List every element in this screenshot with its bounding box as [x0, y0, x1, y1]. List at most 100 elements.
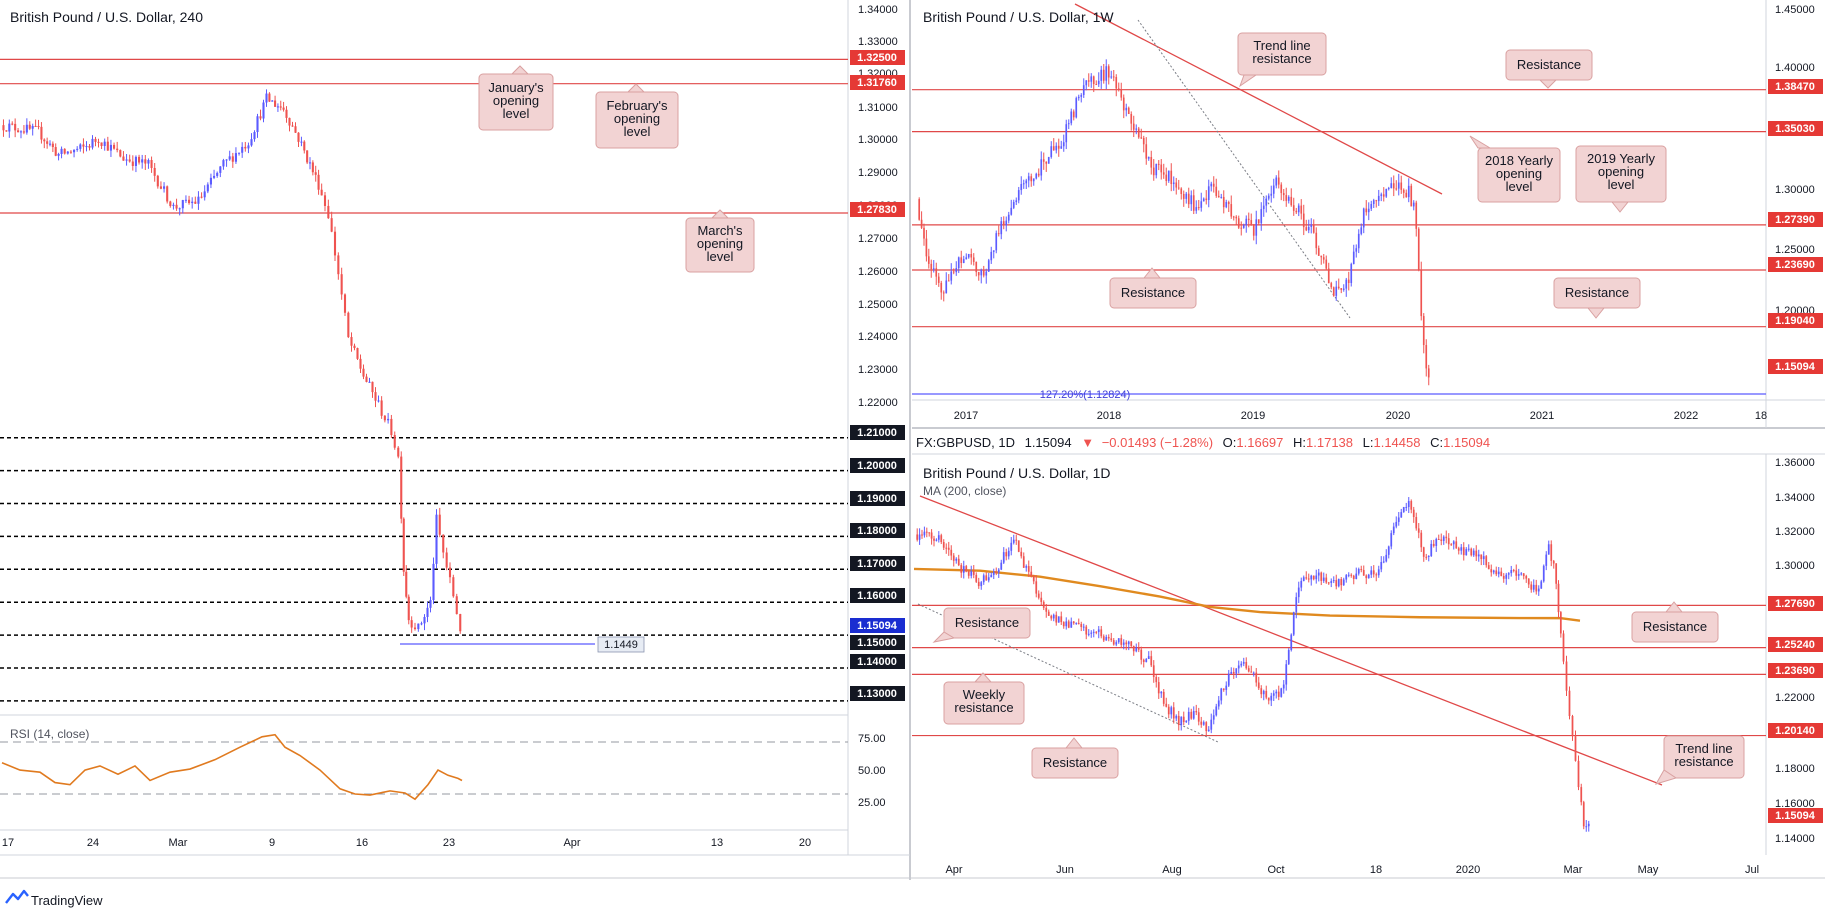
daily-candle: [1432, 543, 1435, 546]
daily-candles: [916, 497, 1590, 832]
daily-candle: [1365, 575, 1368, 579]
weekly-candle: [1042, 159, 1045, 162]
daily-candle: [972, 571, 975, 575]
weekly-callout-2018-opening[interactable]: 2018 Yearly opening level: [1469, 135, 1561, 203]
daily-candle: [1237, 665, 1240, 669]
daily-candle: [1542, 565, 1545, 582]
h4-candle: [282, 107, 285, 110]
weekly-candle: [1222, 196, 1225, 208]
daily-callout-resistance-bottom[interactable]: Resistance: [1031, 737, 1119, 779]
daily-callout-weekly-resistance[interactable]: Weekly resistance: [943, 672, 1025, 725]
daily-chart-panel[interactable]: FX:GBPUSD, 1D 1.15094 ▼ −0.01493 (−1.28%…: [912, 435, 1825, 876]
h4-current-price-tag: 1.15094: [857, 620, 898, 632]
h4-callout-february[interactable]: February's opening level: [595, 83, 679, 149]
daily-candle: [1270, 695, 1273, 701]
daily-candle: [1080, 624, 1083, 628]
h4-candle: [426, 607, 429, 617]
weekly-candle: [1217, 195, 1220, 198]
weekly-candle: [1277, 177, 1280, 185]
h4-candle: [435, 514, 438, 564]
weekly-callout-trend-line[interactable]: Trend line resistance: [1237, 32, 1327, 88]
h4-candle: [274, 100, 277, 107]
h4-candle: [387, 418, 390, 421]
weekly-chart-panel[interactable]: 127.20%(1.12824) British Pound / U.S. Do…: [912, 0, 1825, 428]
weekly-candle: [1012, 202, 1015, 208]
daily-candle: [985, 575, 988, 581]
h4-candle: [402, 518, 405, 572]
weekly-candle: [1165, 174, 1168, 181]
daily-callout-trend-line[interactable]: Trend line resistance: [1654, 735, 1745, 785]
weekly-candle: [1225, 202, 1228, 208]
weekly-candle: [1412, 202, 1415, 207]
daily-candle: [1307, 578, 1310, 580]
daily-candle: [1305, 577, 1308, 579]
daily-candle: [1430, 543, 1433, 556]
h4-candle: [340, 274, 343, 295]
daily-level-tags: 1.27690 1.25240 1.23690 1.20140 1.15094: [1768, 596, 1823, 823]
h4-level-tag: 1.13000: [857, 688, 897, 700]
h4-candle: [306, 150, 309, 163]
daily-candle: [1007, 550, 1010, 557]
daily-candle: [1300, 580, 1303, 588]
weekly-candle: [1360, 227, 1363, 234]
daily-callout-resistance-right[interactable]: Resistance: [1631, 601, 1719, 643]
h4-candle: [314, 172, 317, 175]
h4-candle: [48, 143, 52, 145]
weekly-candle: [1350, 263, 1353, 284]
weekly-candle: [1240, 227, 1243, 229]
tradingview-logo[interactable]: TradingView: [5, 889, 103, 908]
weekly-candle: [1142, 137, 1145, 145]
daily-candle: [1532, 584, 1535, 590]
weekly-candle: [1200, 201, 1203, 208]
daily-candle: [930, 532, 933, 539]
h4-candles: [2, 89, 462, 634]
weekly-callout-2019-opening[interactable]: 2019 Yearly opening level: [1575, 145, 1667, 213]
daily-candle: [1452, 541, 1455, 545]
h4-x-axis: 17 24 Mar 9 16 23 Apr 13 20: [2, 837, 811, 849]
daily-level-tag: 1.23690: [1775, 665, 1815, 677]
weekly-candle: [1037, 173, 1040, 176]
daily-candle: [1415, 517, 1418, 529]
daily-candle: [1515, 570, 1518, 576]
rsi-line: [1, 733, 463, 801]
weekly-candle: [1067, 123, 1070, 125]
daily-candle: [1332, 580, 1335, 582]
h4-candle: [400, 456, 403, 519]
weekly-candle: [1302, 213, 1305, 228]
weekly-candle: [1002, 221, 1005, 226]
weekly-candle: [1205, 198, 1208, 201]
h4-callout-march[interactable]: March's opening level: [685, 209, 755, 273]
tradingview-brand: TradingView: [31, 893, 103, 908]
daily-candle: [955, 558, 958, 561]
daily-x-tick: Oct: [1267, 864, 1284, 876]
weekly-candle: [1125, 107, 1128, 111]
daily-candle: [1362, 569, 1365, 576]
weekly-candle: [1392, 183, 1395, 189]
weekly-level-tag: 1.23690: [1775, 259, 1815, 271]
h4-chart-panel[interactable]: 1.1449 British Pound / U.S. Dollar, 240 …: [0, 0, 910, 856]
daily-candle: [1568, 690, 1571, 717]
weekly-callout-resistance-right[interactable]: Resistance: [1553, 277, 1641, 319]
daily-candle: [1587, 823, 1590, 827]
weekly-candle: [1285, 195, 1288, 201]
weekly-candle: [950, 271, 953, 281]
weekly-candle: [1257, 219, 1260, 224]
daily-candle: [1335, 580, 1338, 587]
weekly-candle: [1345, 279, 1348, 289]
weekly-candle: [1135, 128, 1138, 130]
weekly-candle: [1057, 145, 1060, 149]
h4-candle: [144, 159, 147, 164]
weekly-callout-resistance-mid[interactable]: Resistance: [1109, 267, 1197, 309]
daily-candle: [1122, 642, 1125, 645]
daily-callout-resistance-left[interactable]: Resistance: [932, 607, 1031, 643]
h4-candle: [206, 184, 209, 192]
daily-candle: [1345, 575, 1348, 580]
weekly-callout-resistance-top[interactable]: Resistance: [1505, 49, 1593, 89]
weekly-y-tick: 1.40000: [1775, 62, 1815, 74]
h4-candle: [100, 142, 103, 146]
h4-candle: [285, 109, 288, 118]
weekly-candle: [1085, 80, 1088, 86]
h4-callout-january[interactable]: January's opening level: [478, 65, 554, 131]
h4-candle: [88, 146, 91, 148]
